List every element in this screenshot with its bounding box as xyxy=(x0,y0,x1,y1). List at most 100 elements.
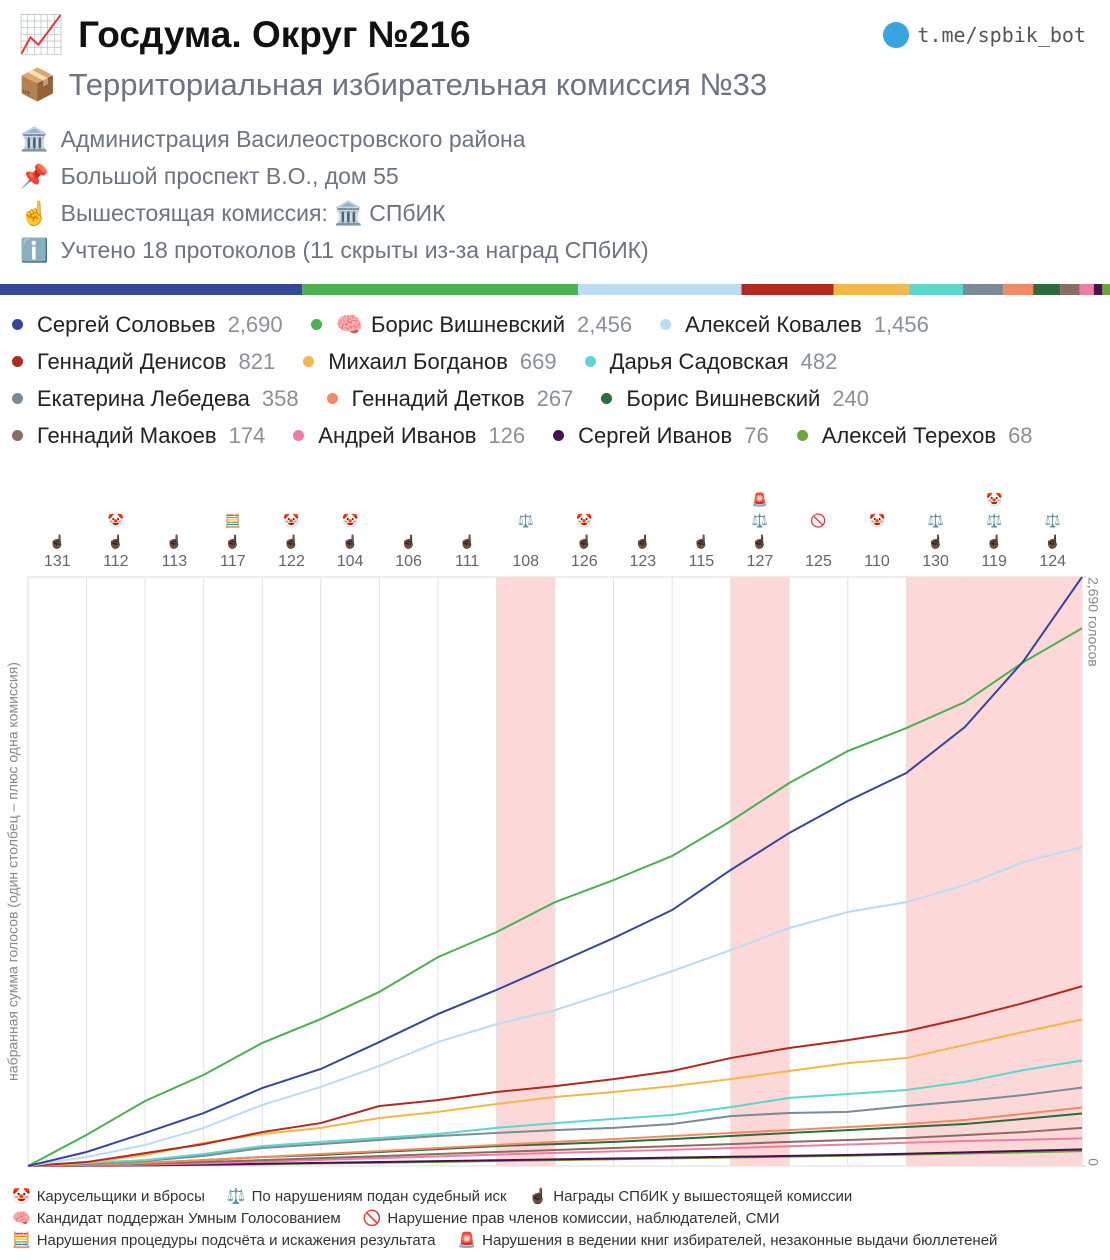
series-line xyxy=(86,1106,1083,1166)
legend-dot xyxy=(12,319,23,330)
award-icon: ☝🏿 xyxy=(283,533,299,550)
series-line xyxy=(86,627,1083,1136)
legend-item: Алексей Ковалев 1,456 xyxy=(660,306,929,343)
info-icon: ☝️ xyxy=(20,200,49,226)
column-label: 124 xyxy=(1039,553,1066,570)
key-text: Нарушение прав членов комиссии, наблюдат… xyxy=(387,1210,780,1227)
column-icon: 🤡 xyxy=(342,513,358,528)
share-segment xyxy=(1060,284,1080,295)
key-text: Карусельщики и вбросы xyxy=(36,1188,205,1205)
legend-item: Дарья Садовская 482 xyxy=(584,343,838,380)
legend-item: Сергей Соловьев 2,690 xyxy=(12,306,283,343)
column-label: 106 xyxy=(395,553,422,570)
key-icon: 🚫 xyxy=(362,1210,382,1227)
legend-item: Алексей Терехов 68 xyxy=(796,417,1033,454)
info-line: ℹ️ Учтено 18 протоколов (11 скрыты из-за … xyxy=(20,233,649,270)
series-line xyxy=(86,1148,1083,1167)
subtitle-icon: 📦 xyxy=(18,67,57,102)
award-icon: ☝🏿 xyxy=(576,533,592,550)
legend-name: Геннадий Макоев xyxy=(37,422,217,448)
share-segment xyxy=(302,284,578,295)
info-list: 🏛️ Администрация Василеостровского района… xyxy=(20,122,649,270)
icon-legend-item: 🤡 Карусельщики и вбросы xyxy=(12,1186,205,1208)
column-label: 131 xyxy=(44,553,71,570)
column-icon: ⚖️ xyxy=(518,513,534,528)
legend-name: Дарья Садовская xyxy=(609,348,789,374)
award-icon: ☝🏿 xyxy=(635,533,651,550)
key-icon: 🧠 xyxy=(12,1210,31,1227)
share-segment xyxy=(833,284,909,295)
award-icon: ☝🏿 xyxy=(225,533,241,550)
legend-total: 126 xyxy=(488,422,526,448)
info-text: Большой проспект В.О., дом 55 xyxy=(60,163,399,189)
share-segment xyxy=(577,284,742,295)
column-label: 122 xyxy=(278,553,305,570)
award-icon: ☝🏿 xyxy=(166,533,182,550)
info-text: Вышестоящая комиссия: 🏛️ СПбИК xyxy=(60,200,446,226)
legend-name: Сергей Соловьев xyxy=(37,311,216,337)
line-start xyxy=(27,1151,87,1167)
legend-name: Геннадий Детков xyxy=(351,385,525,411)
legend-name: Алексей Терехов xyxy=(821,422,997,448)
key-text: Нарушения в ведении книг избирателей, не… xyxy=(482,1232,998,1249)
award-icon: ☝🏿 xyxy=(986,533,1002,550)
column-icon: 🤡 xyxy=(283,513,299,528)
title-icon: 📈 xyxy=(18,14,65,55)
link-text[interactable]: t.me/spbik_bot xyxy=(917,23,1086,47)
legend-name: Екатерина Лебедева xyxy=(37,385,250,411)
legend-dot xyxy=(303,356,315,367)
key-icon: 🧮 xyxy=(12,1232,31,1249)
share-segment xyxy=(1003,284,1034,295)
share-segment xyxy=(962,284,1004,295)
shaded-column xyxy=(964,577,1024,1166)
column-label: 112 xyxy=(103,553,129,570)
column-icon: 🚨 xyxy=(752,492,768,507)
column-icon: 🚫 xyxy=(810,513,826,528)
legend-item: Сергей Иванов 76 xyxy=(553,417,769,454)
share-segment xyxy=(741,284,834,295)
info-text: Администрация Василеостровского района xyxy=(60,126,526,152)
share-segment xyxy=(908,284,963,295)
icon-legend-item: 🧠 Кандидат поддержан Умным Голосованием xyxy=(12,1208,341,1230)
title-text: Госдума. Округ №216 xyxy=(78,14,471,55)
series-line xyxy=(86,1059,1083,1164)
icon-legend: 🤡 Карусельщики и вбросы ⚖️ По нарушениям по… xyxy=(12,1186,1102,1252)
legend-dot xyxy=(553,430,565,441)
key-text: По нарушениям подан судебный иск xyxy=(251,1188,507,1205)
series-line xyxy=(86,846,1083,1159)
column-icon: ⚖️ xyxy=(928,513,944,528)
y-tick-label: 2,690 голосов xyxy=(1085,577,1101,667)
legend-dot xyxy=(12,393,23,404)
legend-total: 174 xyxy=(228,422,266,448)
icon-legend-item: 🧮 Нарушения процедуры подсчёта и искажени… xyxy=(12,1230,435,1252)
series-line xyxy=(86,985,1083,1164)
legend-total: 68 xyxy=(1008,422,1033,448)
shaded-column xyxy=(730,577,790,1166)
column-label: 108 xyxy=(512,553,539,570)
series-line xyxy=(86,1018,1083,1164)
info-line: ☝️ Вышестоящая комиссия: 🏛️ СПбИК xyxy=(20,196,649,233)
icon-legend-item: ⚖️ По нарушениям подан судебный иск xyxy=(227,1186,507,1208)
legend-dot xyxy=(293,430,305,441)
legend-name: Алексей Ковалев xyxy=(685,311,862,337)
column-icon: 🤡 xyxy=(986,492,1002,507)
series-line xyxy=(86,576,1083,1153)
column-label: 126 xyxy=(571,553,598,570)
column-icon: 🤡 xyxy=(869,513,885,528)
legend-total: 482 xyxy=(800,348,838,374)
telegram-icon xyxy=(883,22,910,48)
award-icon: ☝🏿 xyxy=(342,533,358,550)
series-line xyxy=(86,1086,1083,1166)
series-line xyxy=(86,1137,1083,1167)
telegram-link[interactable]: t.me/spbik_bot xyxy=(883,22,1086,48)
award-icon: ☝🏿 xyxy=(928,533,944,550)
column-icon: 🤡 xyxy=(576,513,592,528)
column-label: 117 xyxy=(220,553,246,570)
legend-total: 2,690 xyxy=(227,311,283,337)
legend-name: Борис Вишневский xyxy=(371,311,565,337)
y-axis-title: набранная сумма голосов (один столбец – … xyxy=(5,662,21,1081)
legend-item: 🧠 Борис Вишневский 2,456 xyxy=(310,306,632,343)
share-bar xyxy=(0,284,1110,295)
legend-total: 267 xyxy=(536,385,574,411)
